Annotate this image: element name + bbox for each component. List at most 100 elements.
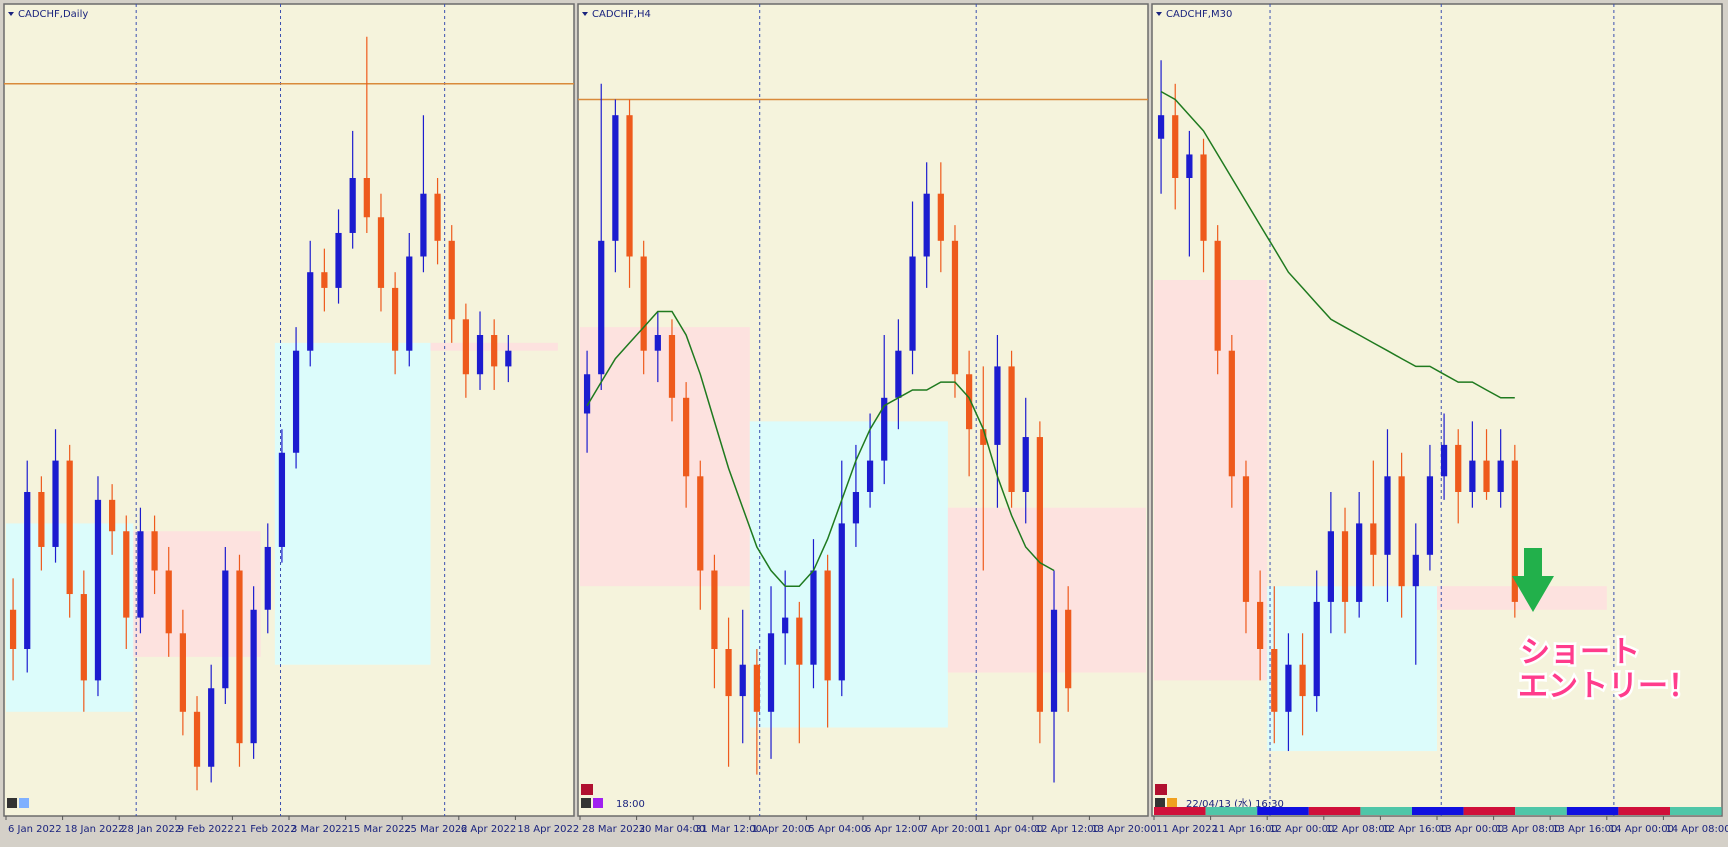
zone [274,342,431,665]
x-tick-label: 28 Mar 2022 [582,824,645,835]
x-tick-label: 14 Apr 00:00 [1609,824,1674,835]
candle-body [137,531,144,618]
candle-body [951,240,959,375]
candle-body [923,193,930,257]
tool-icon [1167,798,1177,808]
candle-body [683,397,690,477]
candle-body [1050,609,1058,712]
candle-body [1200,154,1207,241]
candle-body [725,649,732,697]
candle-body [377,217,385,288]
tool-icon [593,798,603,808]
tool-icon [19,798,29,808]
candle-body [668,335,676,398]
x-tick-label: 18 Apr 2022 [517,824,579,835]
candle-body [278,452,286,547]
x-tick-label: 12 Apr 00:00 [1269,824,1334,835]
zone [1154,280,1268,681]
x-tick-label: 7 Apr 20:00 [922,824,981,835]
zone [1437,586,1607,610]
candle-body [123,531,130,618]
x-tick-label: 5 Apr 04:00 [808,824,867,835]
x-tick-label: 12 Apr 12:00 [1035,824,1100,835]
candle-body [753,664,760,712]
candle-body [321,272,328,288]
candle-body [193,711,201,767]
candle-body [1426,476,1434,555]
candle-body [151,531,158,571]
candle-body [866,460,874,492]
candle-body [448,240,455,320]
candle-body [1242,476,1250,602]
x-tick-label: 6 Apr 2022 [461,824,516,835]
moving-average [1160,90,1515,399]
candle-body [1511,460,1518,602]
candle-body [824,570,831,681]
candle-body [109,499,116,532]
x-tick-label: 6 Apr 12:00 [865,824,924,835]
clock: 18:00 [616,799,645,810]
candle-body [1440,444,1448,477]
candle-body [1285,664,1292,712]
menu-arrow [1156,12,1162,16]
candle-body [208,688,215,767]
candle-body [1469,460,1476,492]
tool-icon [1155,784,1167,795]
x-tick-label: 31 Mar 12:00 [695,824,762,835]
candle-body [491,335,498,367]
x-tick-label: 15 Mar 2022 [348,824,411,835]
x-tick-label: 12 Apr 08:00 [1326,824,1391,835]
candle-body [24,492,31,649]
x-tick-label: 3 Mar 2022 [291,824,348,835]
candle-body [598,240,605,375]
candle-body [1022,437,1029,492]
candle-body [66,460,73,595]
candle-body [1299,664,1306,697]
x-tick-label: 28 Jan 2022 [121,824,181,835]
menu-arrow [8,12,14,16]
candle-body [420,193,427,257]
candle-body [1384,476,1391,555]
session-strip [1515,807,1567,815]
candle-body [264,546,271,610]
candle-body [966,374,973,430]
x-tick-label: 9 Feb 2022 [178,824,234,835]
candle-body [236,570,243,744]
candle-body [165,570,172,634]
x-tick-label: 18 Jan 2022 [65,824,125,835]
session-strip [1670,807,1722,815]
x-tick-label: 1 Apr 20:00 [752,824,811,835]
candle-body [1313,601,1320,697]
x-tick-label: 13 Apr 00:00 [1439,824,1504,835]
candle-body [52,460,59,547]
x-tick-label: 25 Mar 2022 [404,824,467,835]
session-strip [1154,807,1206,815]
candle-body [1370,523,1377,555]
candle-body [363,178,370,218]
session-strip [1618,807,1670,815]
candle-body [476,335,484,375]
candle-body [505,350,512,367]
candle-body [406,256,413,351]
entry-arrow [1512,548,1554,612]
session-strip [1412,807,1464,815]
x-tick-label: 21 Feb 2022 [234,824,296,835]
candle-body [1398,476,1405,587]
x-tick-label: 11 Apr 16:00 [1213,824,1278,835]
candle-body [767,633,775,712]
candle-body [852,492,860,524]
candle-body [222,570,229,689]
candle-body [583,374,591,414]
x-tick-label: 14 Apr 08:00 [1665,824,1728,835]
candle-body [1186,154,1193,178]
session-strip [1205,807,1258,815]
tool-icon [581,798,591,808]
candle-body [1455,444,1462,492]
candle-body [462,319,469,375]
candle-body [335,232,342,288]
candle-body [909,256,916,351]
zone [1267,586,1437,752]
